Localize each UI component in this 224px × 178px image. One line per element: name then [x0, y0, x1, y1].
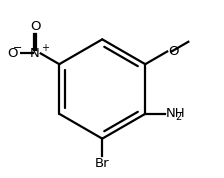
Text: O: O [168, 45, 179, 58]
Text: O: O [7, 47, 18, 60]
Text: NH: NH [165, 107, 185, 120]
Text: 2: 2 [175, 112, 182, 122]
Text: N: N [30, 47, 40, 60]
Text: O: O [30, 20, 40, 33]
Text: −: − [13, 43, 23, 53]
Text: +: + [41, 43, 49, 53]
Text: Br: Br [95, 157, 110, 170]
